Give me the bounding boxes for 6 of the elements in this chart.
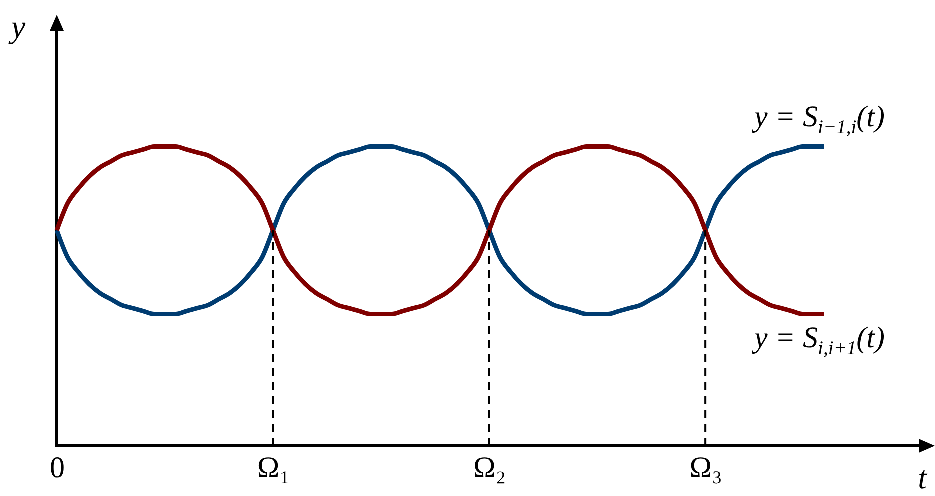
x-tick-label: Ω₁ [257,452,290,484]
x-tick-label: Ω₂ [474,452,506,484]
x-tick-label: Ω₃ [690,452,722,484]
x-axis-title: t [918,460,928,496]
y-axis-title: y [8,8,26,44]
x-tick-label: 0 [50,452,65,484]
